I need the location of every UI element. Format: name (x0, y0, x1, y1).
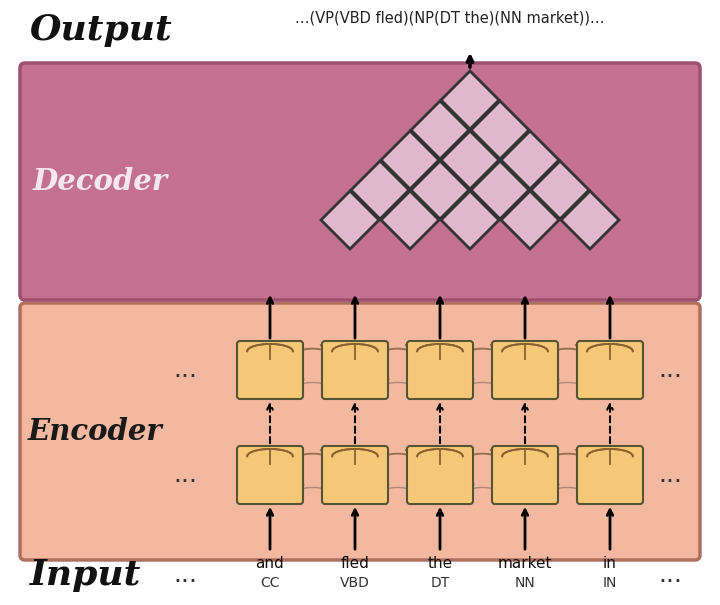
Text: Decoder: Decoder (32, 166, 168, 195)
Text: DT: DT (431, 576, 449, 590)
Polygon shape (381, 131, 439, 189)
FancyBboxPatch shape (20, 63, 700, 300)
Polygon shape (441, 71, 499, 129)
Polygon shape (351, 161, 409, 219)
Text: CC: CC (260, 576, 280, 590)
Polygon shape (381, 191, 439, 249)
Text: ...: ... (658, 358, 682, 382)
FancyBboxPatch shape (237, 446, 303, 504)
FancyBboxPatch shape (407, 446, 473, 504)
Polygon shape (411, 161, 469, 219)
Text: fled: fled (341, 555, 369, 571)
FancyBboxPatch shape (237, 341, 303, 399)
Polygon shape (501, 131, 559, 189)
Text: ...: ... (173, 563, 197, 587)
Text: Input: Input (30, 558, 141, 592)
Text: NN: NN (515, 576, 536, 590)
Polygon shape (531, 161, 589, 219)
Text: and: and (256, 555, 284, 571)
FancyBboxPatch shape (322, 341, 388, 399)
Text: Output: Output (30, 13, 173, 47)
Polygon shape (471, 101, 529, 159)
Text: in: in (603, 555, 617, 571)
Polygon shape (411, 101, 469, 159)
Polygon shape (471, 161, 529, 219)
FancyBboxPatch shape (322, 446, 388, 504)
Text: ...: ... (173, 463, 197, 487)
Polygon shape (441, 131, 499, 189)
Text: VBD: VBD (340, 576, 370, 590)
Text: ...: ... (658, 463, 682, 487)
FancyBboxPatch shape (577, 446, 643, 504)
FancyBboxPatch shape (407, 341, 473, 399)
Text: IN: IN (603, 576, 617, 590)
Polygon shape (441, 191, 499, 249)
FancyBboxPatch shape (20, 303, 700, 560)
Text: ...: ... (173, 358, 197, 382)
Polygon shape (501, 191, 559, 249)
Text: the: the (428, 555, 453, 571)
FancyBboxPatch shape (577, 341, 643, 399)
FancyBboxPatch shape (492, 446, 558, 504)
Text: …(VP(VBD fled)(NP(DT the)(NN market))…: …(VP(VBD fled)(NP(DT the)(NN market))… (295, 10, 605, 25)
Polygon shape (561, 191, 619, 249)
Text: ...: ... (658, 563, 682, 587)
Polygon shape (321, 191, 379, 249)
FancyBboxPatch shape (492, 341, 558, 399)
Text: market: market (498, 555, 552, 571)
Text: Encoder: Encoder (27, 416, 163, 445)
